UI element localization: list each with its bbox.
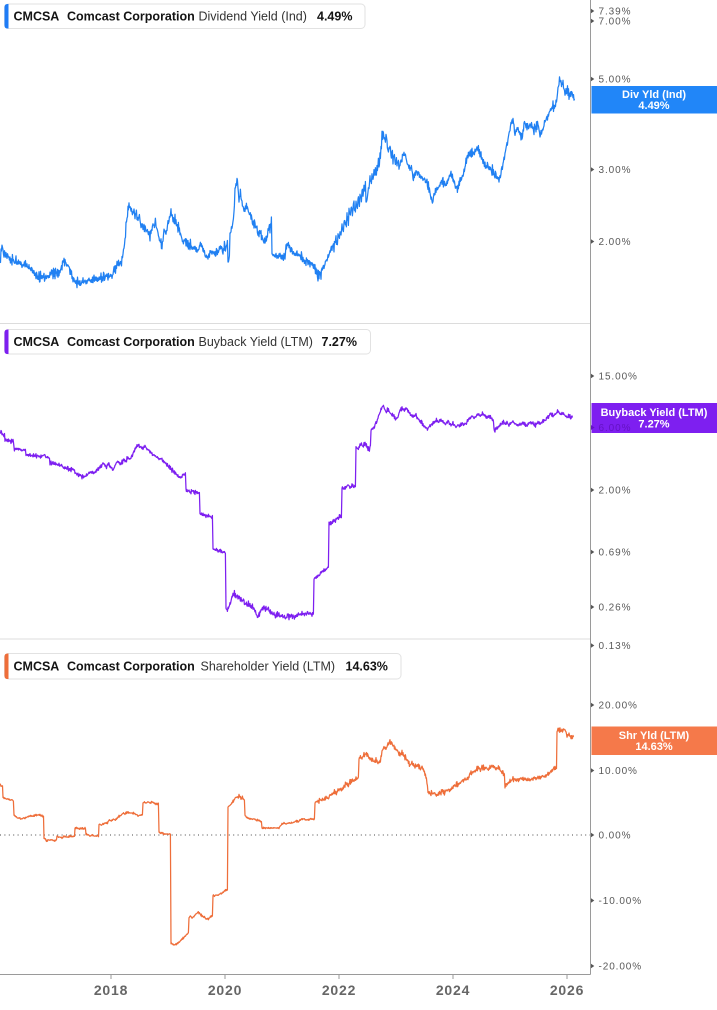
svg-text:2020: 2020 (208, 982, 242, 998)
svg-text:5.00%: 5.00% (599, 75, 632, 86)
svg-text:7.00%: 7.00% (599, 17, 632, 28)
svg-text:20.00%: 20.00% (599, 701, 638, 712)
svg-text:4.49%: 4.49% (638, 100, 669, 112)
svg-text:2018: 2018 (94, 982, 128, 998)
svg-text:0.00%: 0.00% (599, 831, 632, 842)
svg-text:14.63%: 14.63% (346, 660, 388, 674)
svg-text:CMCSA: CMCSA (14, 10, 60, 24)
svg-text:7.27%: 7.27% (322, 335, 357, 349)
svg-text:14.63%: 14.63% (635, 741, 673, 753)
svg-text:2.00%: 2.00% (599, 486, 632, 497)
svg-text:Comcast Corporation: Comcast Corporation (67, 10, 195, 24)
svg-text:2022: 2022 (322, 982, 356, 998)
svg-text:CMCSA: CMCSA (14, 335, 60, 349)
svg-text:Dividend Yield (Ind): Dividend Yield (Ind) (199, 10, 307, 24)
svg-text:Buyback Yield (LTM): Buyback Yield (LTM) (601, 407, 708, 419)
svg-text:15.00%: 15.00% (599, 372, 638, 383)
svg-text:Shareholder Yield (LTM): Shareholder Yield (LTM) (201, 660, 336, 674)
svg-text:2024: 2024 (436, 982, 470, 998)
svg-text:10.00%: 10.00% (599, 766, 638, 777)
svg-text:-10.00%: -10.00% (599, 896, 643, 907)
svg-text:6.00%: 6.00% (599, 423, 632, 434)
svg-text:0.13%: 0.13% (599, 641, 632, 652)
svg-text:Div Yld (Ind): Div Yld (Ind) (622, 89, 686, 101)
svg-text:Shr Yld (LTM): Shr Yld (LTM) (619, 730, 690, 742)
svg-text:7.27%: 7.27% (638, 418, 669, 430)
svg-text:2026: 2026 (550, 982, 584, 998)
svg-text:3.00%: 3.00% (599, 165, 632, 176)
svg-text:Comcast Corporation: Comcast Corporation (67, 660, 195, 674)
svg-text:Comcast Corporation: Comcast Corporation (67, 335, 195, 349)
svg-text:2.00%: 2.00% (599, 237, 632, 248)
svg-text:CMCSA: CMCSA (14, 660, 60, 674)
svg-text:0.69%: 0.69% (599, 548, 632, 559)
svg-text:Buyback Yield (LTM): Buyback Yield (LTM) (199, 335, 313, 349)
svg-text:4.49%: 4.49% (317, 10, 352, 24)
svg-text:-20.00%: -20.00% (599, 962, 643, 973)
svg-text:0.26%: 0.26% (599, 603, 632, 614)
